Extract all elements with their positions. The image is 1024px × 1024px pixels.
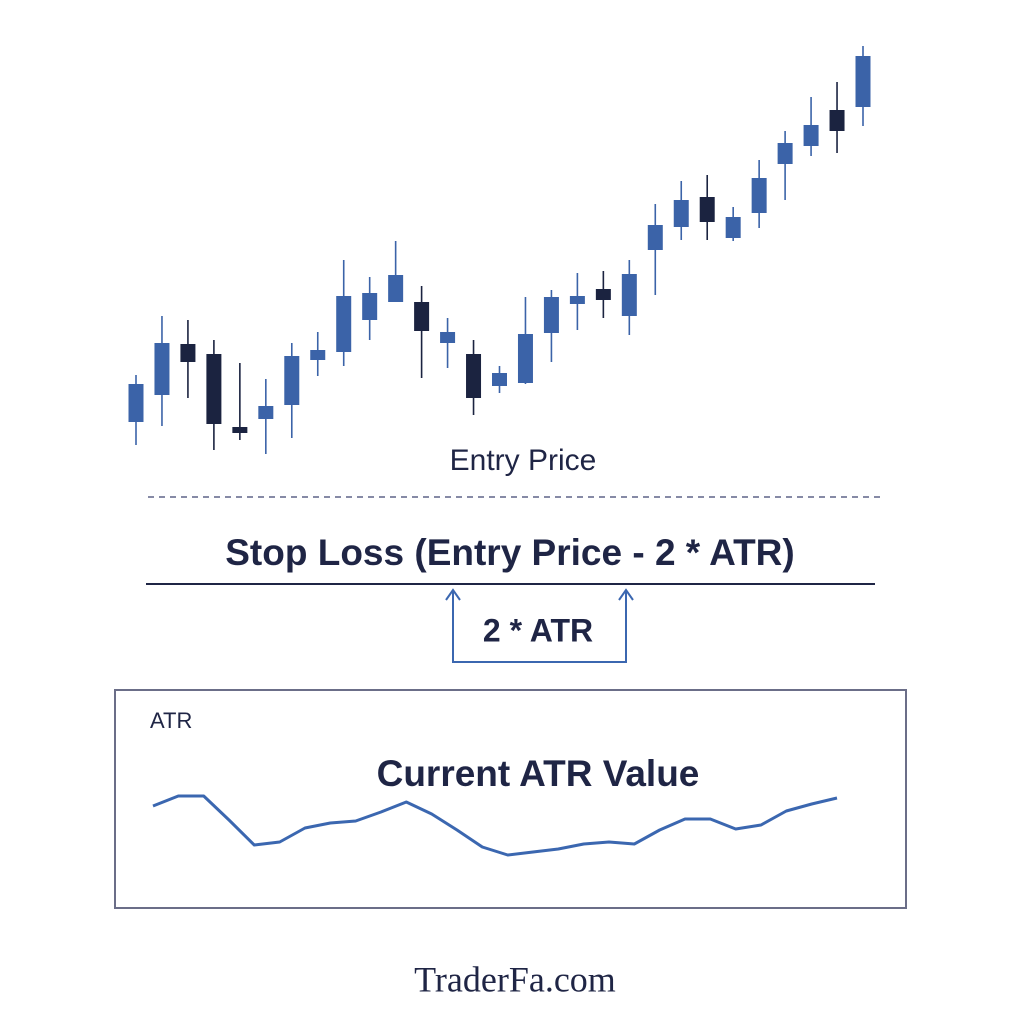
candle-body	[258, 406, 274, 419]
candle-body	[673, 200, 689, 227]
candle-body	[621, 274, 637, 316]
candle-body	[362, 293, 378, 320]
entry-price-label: Entry Price	[450, 444, 597, 477]
candle-body	[336, 296, 352, 352]
atr-title: Current ATR Value	[377, 753, 700, 794]
candle-body	[803, 125, 819, 146]
candle-body	[466, 354, 482, 398]
candle-body	[128, 384, 144, 422]
candle-body	[492, 373, 507, 386]
atr-bracket	[445, 588, 634, 663]
candle-body	[751, 178, 767, 213]
candle-body	[647, 225, 663, 250]
candle-body	[855, 56, 871, 107]
candle-body	[725, 217, 741, 238]
candle-body	[388, 275, 404, 302]
candle-body	[180, 344, 196, 362]
candle-body	[232, 427, 248, 433]
candle-body	[154, 343, 170, 395]
candle-body	[829, 110, 845, 131]
candle-body	[284, 356, 300, 405]
candle-body	[699, 197, 715, 222]
candle-body	[543, 297, 559, 333]
stop-loss-label: Stop Loss (Entry Price - 2 * ATR)	[225, 532, 794, 573]
atr-multiple-label: 2 * ATR	[483, 612, 593, 648]
candle-body	[206, 354, 222, 424]
candle-body	[595, 289, 611, 300]
candle-body	[569, 296, 585, 304]
candle-body	[414, 302, 430, 331]
atr-panel	[114, 689, 907, 909]
candle-body	[777, 143, 793, 164]
atr-line	[152, 794, 838, 857]
candle-body	[440, 332, 456, 343]
atr-label: ATR	[150, 708, 192, 733]
footer: TraderFa.com	[414, 959, 616, 999]
candle-body	[517, 334, 533, 383]
candle-body	[310, 350, 326, 360]
